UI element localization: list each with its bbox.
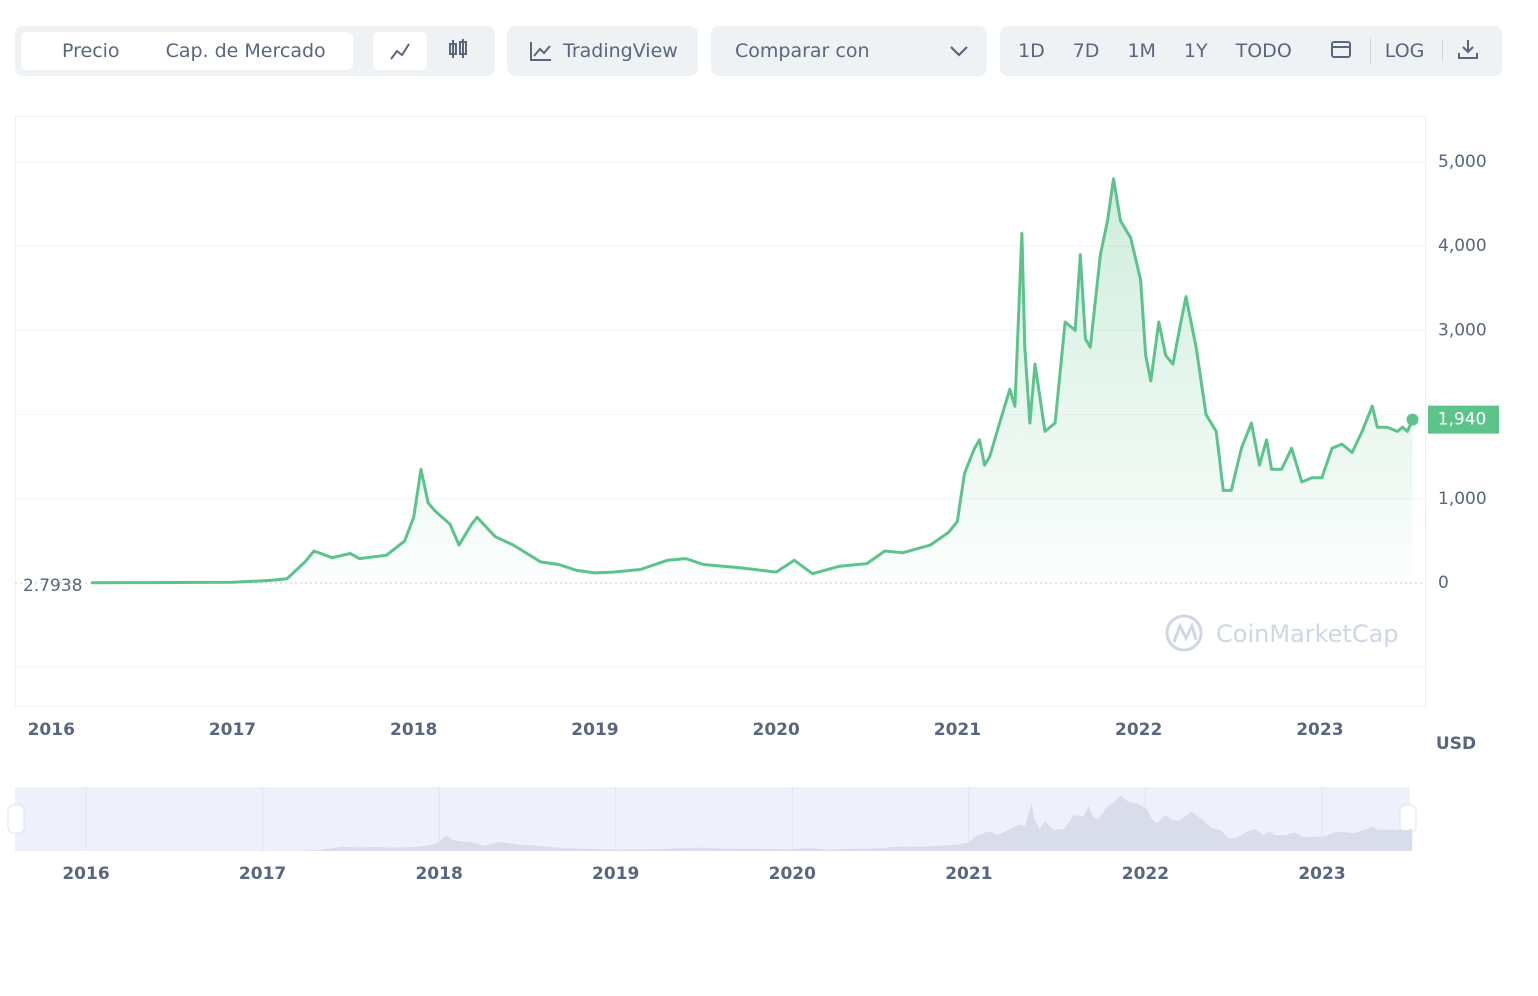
current-price-box — [1428, 405, 1499, 434]
navigator-tick-label: 2021 — [945, 864, 992, 884]
watermark: CoinMarketCap — [1165, 614, 1399, 652]
log-button[interactable]: LOG — [1371, 40, 1444, 62]
x-tick-label: 2019 — [571, 720, 618, 740]
start-price-label: 2.7938 — [23, 576, 82, 596]
y-tick-label: 3,000 — [1438, 320, 1487, 340]
y-tick-label: 0 — [1438, 573, 1449, 593]
chart: USD CoinMarketCap 01,0002,0003,0004,0005… — [7, 116, 1499, 884]
tradingview-button[interactable]: TradingView — [507, 26, 698, 76]
range-group: 1D 7D 1M 1Y TODO LOG — [1000, 26, 1502, 76]
x-tick-label: 2018 — [390, 720, 437, 740]
x-tick-label: 2017 — [209, 720, 256, 740]
price-area — [91, 178, 1413, 584]
navigator-tick-label: 2018 — [415, 864, 462, 884]
navigator-tick-label: 2022 — [1122, 864, 1169, 884]
x-tick-label: 2023 — [1296, 720, 1343, 740]
candle-toggle[interactable] — [447, 38, 469, 65]
navigator-tick-label: 2020 — [769, 864, 816, 884]
x-tick-label: 2021 — [934, 720, 981, 740]
range-button[interactable]: 1D — [1018, 40, 1045, 62]
range-button[interactable]: 7D — [1072, 40, 1100, 62]
y-tick-label: 4,000 — [1438, 236, 1487, 256]
tab-group: Precio Cap. de Mercado — [21, 32, 353, 70]
navigator-tick-label: 2023 — [1298, 864, 1345, 884]
tradingview-label: TradingView — [563, 40, 678, 62]
navigator-tick-label: 2017 — [239, 864, 286, 884]
y-tick-label: 5,000 — [1438, 152, 1487, 172]
navigator-tick-label: 2019 — [592, 864, 639, 884]
calendar-button[interactable] — [1316, 37, 1371, 65]
range-button[interactable]: 1M — [1127, 40, 1156, 62]
price-tab[interactable]: Precio — [62, 40, 120, 62]
price-line — [91, 177, 1414, 585]
y-axis-label: USD — [1436, 734, 1476, 754]
watermark-text: CoinMarketCap — [1216, 620, 1399, 648]
market-cap-tab[interactable]: Cap. de Mercado — [165, 40, 326, 62]
x-tick-label: 2020 — [753, 720, 800, 740]
download-button[interactable] — [1443, 38, 1493, 65]
line-toggle[interactable] — [373, 32, 427, 70]
range-button[interactable]: 1Y — [1183, 40, 1208, 62]
current-price-label: 1,940 — [1438, 410, 1487, 430]
y-tick-label: 1,000 — [1438, 489, 1487, 509]
navigator-handle[interactable] — [1399, 804, 1417, 834]
x-tick-label: 2016 — [28, 720, 75, 740]
navigator-handle[interactable] — [7, 804, 25, 834]
current-dot — [1406, 413, 1419, 426]
x-tick-label: 2022 — [1115, 720, 1162, 740]
compare-label: Comparar con — [735, 40, 870, 62]
navigator-tick-label: 2016 — [62, 864, 109, 884]
compare-select[interactable]: Comparar con — [711, 26, 987, 76]
navigator-area — [124, 795, 1413, 851]
plot-frame — [15, 116, 1426, 707]
toolbar-group: Precio Cap. de Mercado — [15, 26, 495, 76]
range-button[interactable]: TODO — [1235, 40, 1292, 62]
